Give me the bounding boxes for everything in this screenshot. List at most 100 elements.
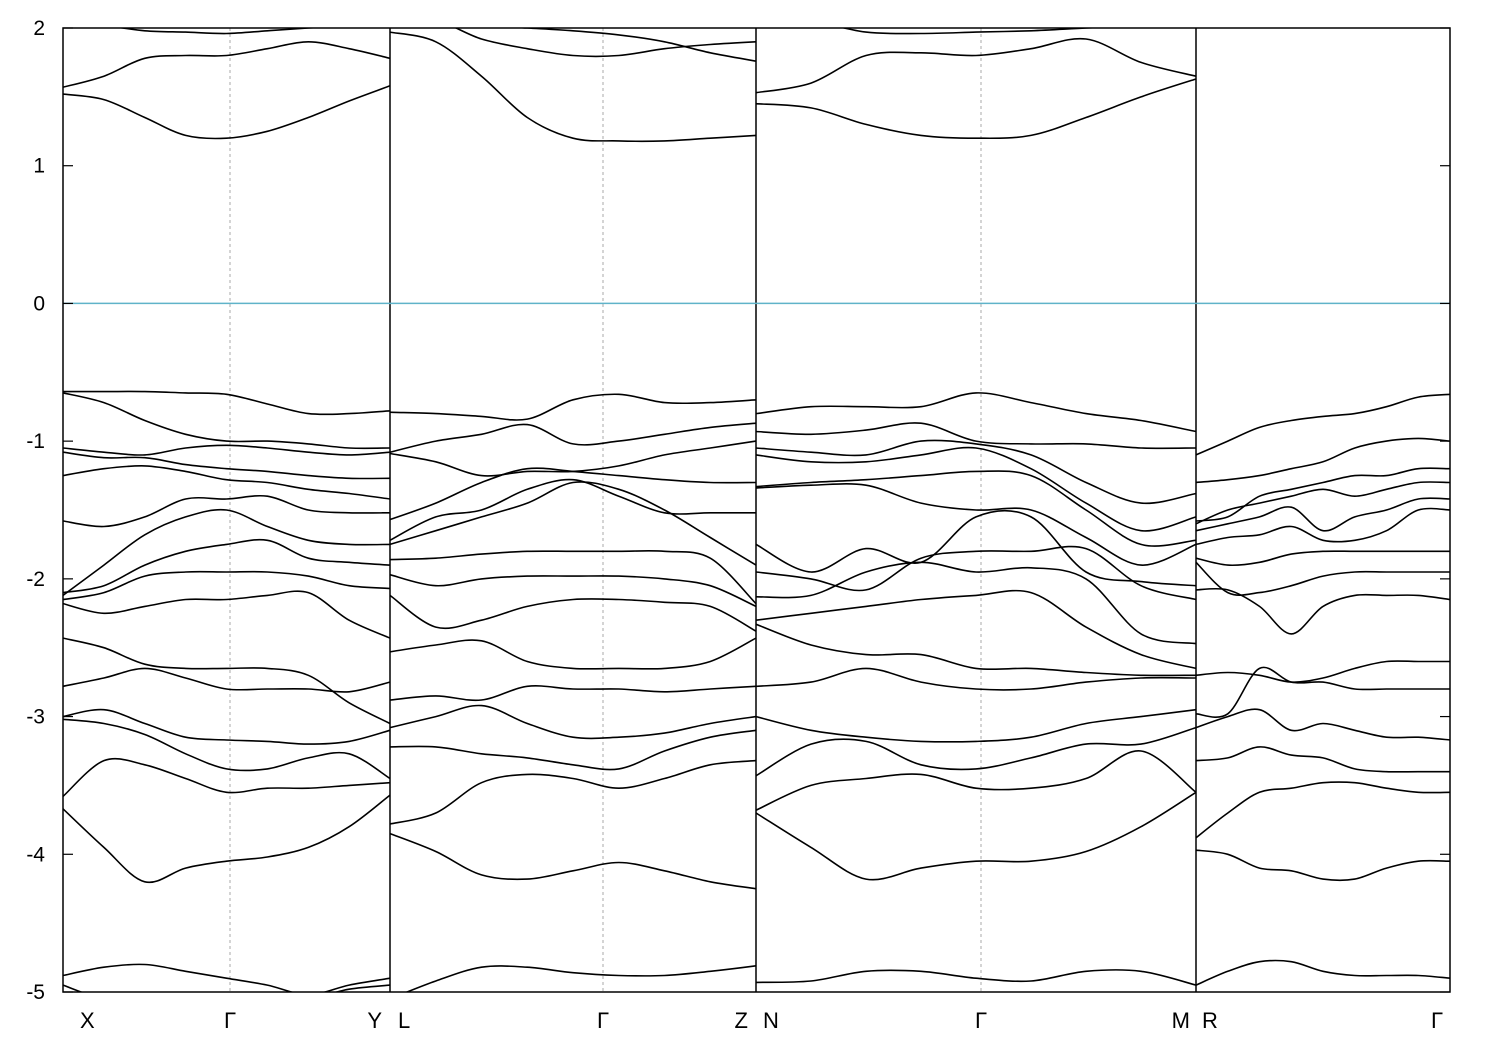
band-line-seg1-1 (63, 963, 391, 992)
band-line-seg1-17 (63, 392, 391, 450)
band-line-seg4-4 (1195, 746, 1450, 773)
y-tick-label: 2 (33, 17, 45, 40)
band-line-seg3-4 (755, 726, 1197, 777)
band-line-seg3-10 (755, 545, 1197, 601)
band-line-seg1-20 (63, 40, 391, 88)
band-line-seg1-10 (63, 570, 391, 601)
band-line-seg3-1 (755, 969, 1197, 986)
band-line-seg2-18 (454, 28, 757, 58)
band-line-seg2-9 (389, 573, 757, 608)
band-line-seg4-16 (1195, 393, 1450, 456)
band-line-seg2-6 (389, 685, 757, 702)
band-line-seg2-3 (389, 759, 757, 825)
band-line-seg3-15 (755, 439, 1197, 505)
band-line-seg4-9 (1195, 561, 1450, 596)
kpoint-label: Γ (597, 1008, 609, 1033)
band-line-seg3-20 (841, 28, 1102, 35)
band-line-seg2-19 (513, 28, 757, 62)
band-line-seg2-2 (389, 832, 757, 890)
band-line-seg1-15 (63, 451, 391, 480)
y-tick-label: -5 (26, 981, 45, 1004)
band-line-seg3-14 (755, 446, 1197, 532)
y-tick-label: -4 (26, 843, 45, 866)
band-line-seg2-12 (389, 478, 756, 542)
band-line-seg3-3 (755, 750, 1197, 811)
kpoint-label: Y (367, 1008, 382, 1033)
kpoint-label: L (398, 1008, 410, 1033)
band-line-seg3-18 (755, 78, 1197, 140)
band-line-seg1-3 (63, 794, 391, 884)
band-lines (63, 28, 1450, 992)
band-line-seg4-10 (1195, 550, 1450, 567)
plot-border (62, 27, 1451, 993)
band-line-seg1-4 (63, 757, 391, 798)
plot-frame (62, 27, 1451, 993)
band-line-seg4-12 (1195, 497, 1450, 532)
band-line-seg2-4 (389, 729, 757, 771)
y-tick-label: -3 (26, 706, 45, 729)
band-line-seg4-6 (1195, 666, 1450, 718)
kpoint-label: Γ (1431, 1008, 1443, 1033)
band-line-seg2-1 (404, 965, 757, 992)
band-line-seg1-19 (63, 85, 391, 140)
band-line-seg3-8 (755, 589, 1197, 670)
band-line-seg2-10 (389, 550, 757, 605)
kpoint-label: Γ (975, 1008, 987, 1033)
band-line-seg3-9 (755, 561, 1197, 645)
band-line-seg2-8 (389, 594, 757, 632)
band-line-seg4-5 (1195, 708, 1450, 741)
band-line-seg3-19 (755, 37, 1197, 94)
band-line-seg3-12 (755, 482, 1197, 566)
kpoint-label: M (1172, 1008, 1190, 1033)
kpoint-label: X (80, 1008, 95, 1033)
band-line-seg2-15 (389, 422, 757, 453)
band-line-seg4-13 (1195, 481, 1450, 525)
band-line-seg2-17 (389, 31, 757, 143)
band-line-seg2-7 (389, 637, 757, 670)
band-line-seg4-1 (1195, 959, 1450, 986)
band-line-seg4-2 (1195, 849, 1450, 882)
band-line-seg1-13 (63, 494, 391, 528)
kpoint-label: Z (735, 1008, 748, 1033)
band-line-seg1-21 (117, 28, 320, 35)
band-line-seg2-5 (389, 704, 757, 740)
band-line-seg1-12 (63, 508, 391, 597)
band-line-seg4-15 (1195, 437, 1450, 484)
y-tick-label: 0 (33, 292, 45, 315)
band-line-seg1-6 (63, 708, 391, 745)
band-line-seg4-8 (1195, 587, 1450, 635)
y-axis-ticks: -5 -4 -3 -2 -1 0 1 2 (26, 17, 1450, 1004)
kpoint-label: Γ (224, 1008, 236, 1033)
kpoint-label: R (1202, 1008, 1218, 1033)
band-line-seg3-17 (755, 392, 1197, 433)
kpoint-label: N (763, 1008, 779, 1033)
band-line-seg2-11 (389, 481, 757, 566)
band-line-seg3-2 (755, 791, 1197, 881)
symmetry-point-gridlines (229, 28, 1197, 992)
band-line-seg1-9 (63, 590, 391, 639)
band-line-seg3-7 (755, 623, 1197, 677)
band-line-seg4-11 (1195, 507, 1450, 546)
band-line-seg3-13 (755, 470, 1197, 547)
band-line-seg3-5 (755, 708, 1197, 743)
band-line-seg2-13 (389, 467, 757, 521)
y-tick-label: -1 (26, 430, 45, 453)
band-line-seg3-6 (755, 667, 1197, 691)
y-tick-label: 1 (33, 155, 45, 178)
band-line-seg1-14 (63, 465, 391, 500)
y-tick-label: -2 (26, 568, 45, 591)
band-line-seg1-7 (63, 667, 391, 693)
band-line-seg1-18 (63, 390, 391, 416)
band-line-seg2-14 (389, 440, 757, 477)
band-line-seg4-14 (1195, 467, 1450, 522)
band-line-seg1-16 (63, 444, 391, 456)
band-line-seg4-7 (1195, 660, 1450, 683)
band-line-seg2-16 (389, 393, 757, 421)
band-line-seg1-5 (63, 718, 391, 780)
band-line-seg1-11 (63, 538, 391, 594)
band-line-seg3-16 (755, 422, 1197, 450)
band-line-seg3-11 (755, 509, 1197, 587)
band-line-seg4-3 (1195, 781, 1450, 839)
